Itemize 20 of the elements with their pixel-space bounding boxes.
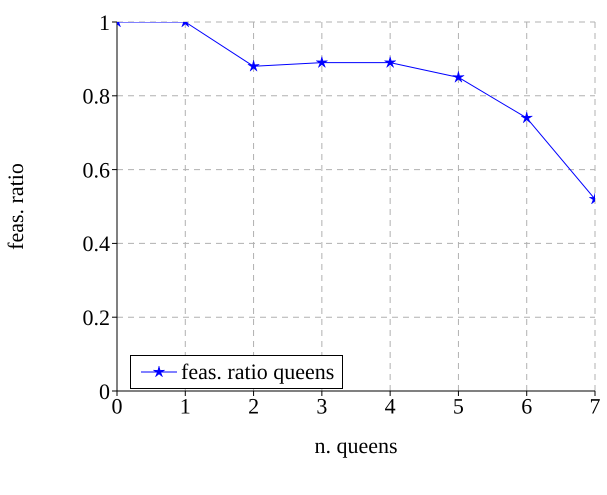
x-tick-label: 1 [180, 394, 191, 419]
point [248, 60, 260, 72]
y-tick-label: 1 [99, 10, 110, 35]
point [520, 112, 533, 124]
point [384, 56, 396, 68]
x-axis-title: n. queens [314, 433, 398, 458]
x-tick-label: 3 [316, 394, 328, 419]
point [452, 71, 464, 82]
x-tick-label: 5 [452, 394, 464, 419]
y-tick-label: 0.8 [82, 84, 110, 109]
x-tick-label: 2 [248, 394, 260, 419]
legend-label: feas. ratio queens [181, 359, 334, 385]
point [316, 56, 328, 68]
y-tick-label: 0.6 [82, 157, 110, 182]
y-axis-title: feas. ratio [2, 163, 28, 250]
y-tick-label: 0.2 [82, 305, 110, 330]
x-tick-label: 7 [590, 394, 600, 419]
x-tick-label: 4 [384, 394, 396, 419]
y-tick-label: 0.4 [82, 231, 110, 256]
x-tick-label: 6 [521, 394, 532, 419]
